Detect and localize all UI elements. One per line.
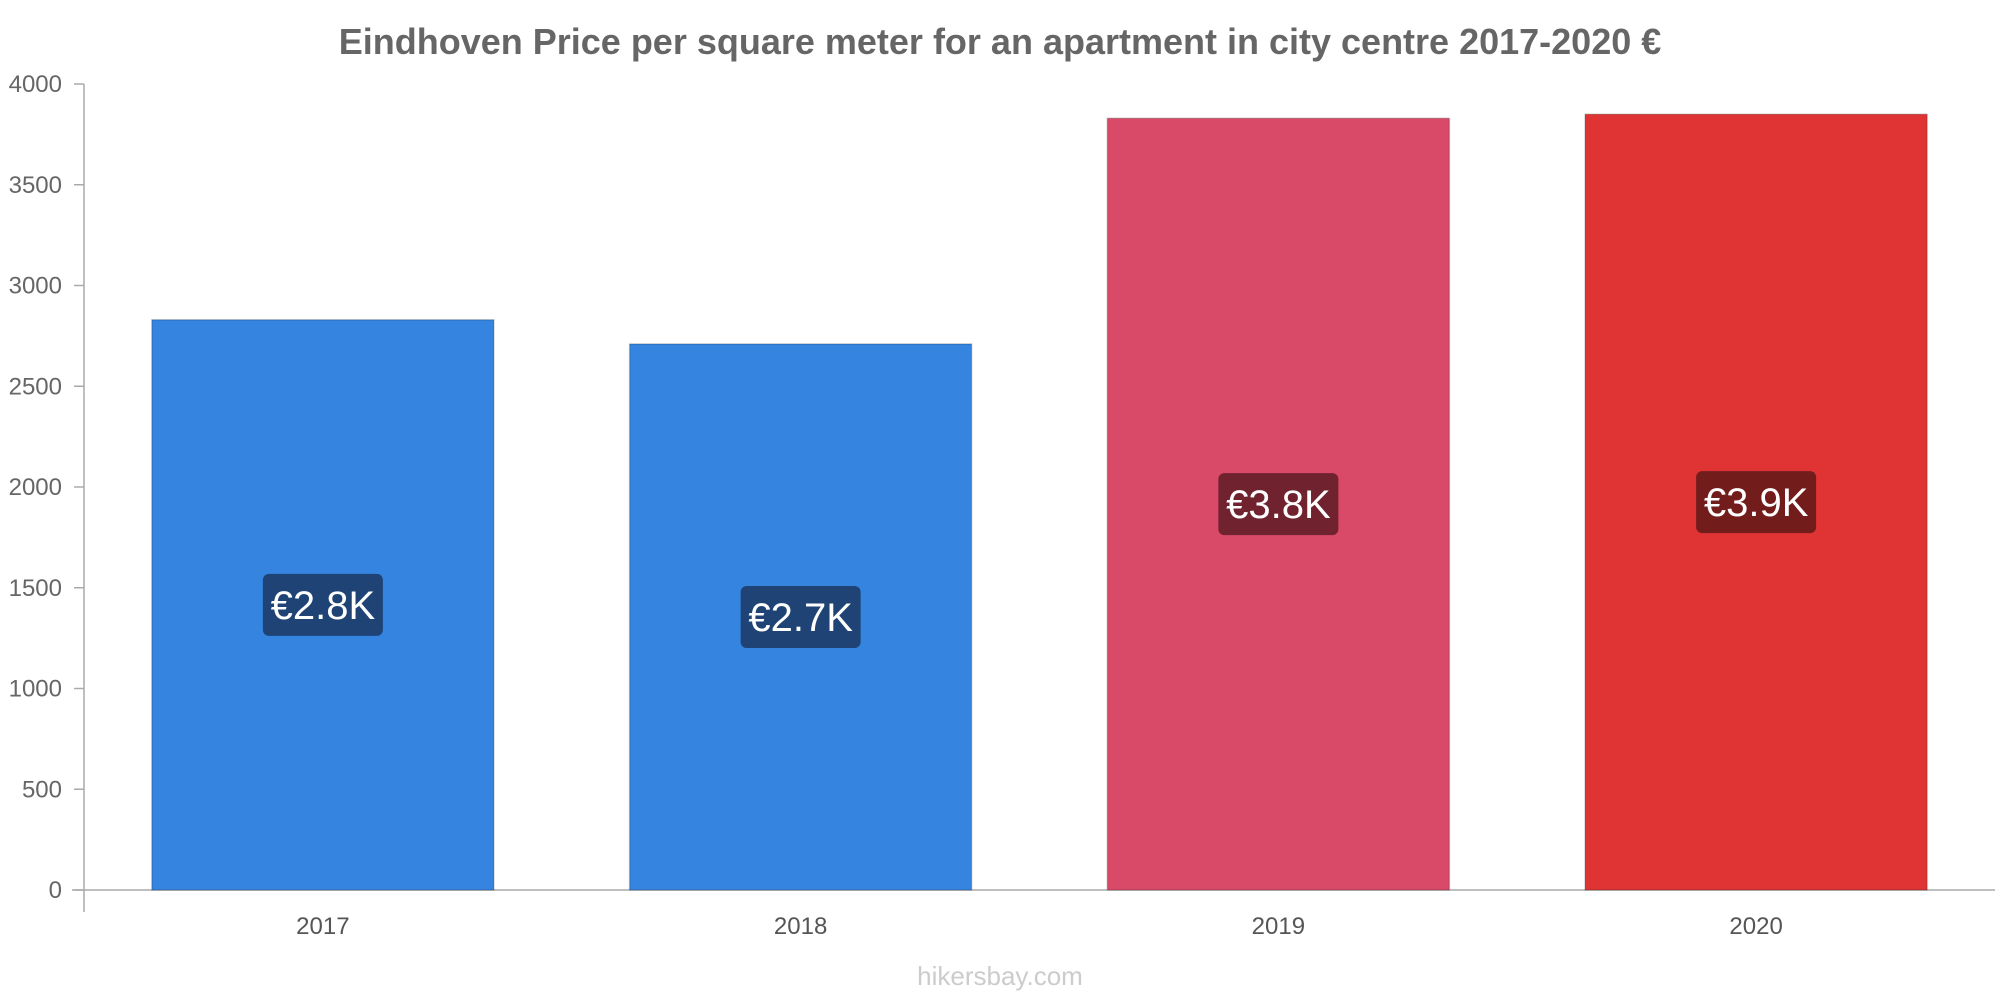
y-tick-label: 500	[22, 776, 62, 803]
data-label: €3.9K	[1704, 481, 1809, 525]
data-label-badge	[1696, 471, 1817, 534]
data-label: €2.7K	[748, 596, 853, 640]
y-tick-label: 3500	[9, 172, 62, 199]
data-label: €3.8K	[1226, 483, 1331, 527]
data-labels: €2.8K €2.7K €3.8K €3.9K	[262, 471, 1817, 648]
data-label: €2.8K	[271, 584, 376, 628]
x-tick-label: 2017	[296, 913, 349, 940]
axes: 0 500 1000 1500 2000 2500 3000 3500 4000 2017 2018…	[9, 71, 1995, 940]
y-tick-label: 0	[49, 877, 62, 904]
y-tick-label: 3000	[9, 273, 62, 300]
y-tick-label: 4000	[9, 71, 62, 98]
y-tick-label: 2500	[9, 373, 62, 400]
data-label-badge	[740, 585, 861, 648]
bars	[151, 113, 1928, 891]
x-tick-label: 2019	[1252, 913, 1305, 940]
y-tick-label: 2000	[9, 474, 62, 501]
data-label-badge	[1218, 473, 1339, 536]
data-label-badge	[262, 573, 383, 636]
x-tick-label: 2018	[774, 913, 827, 940]
y-tick-label: 1500	[9, 575, 62, 602]
x-tick-label: 2020	[1729, 913, 1782, 940]
y-tick-label: 1000	[9, 676, 62, 703]
watermark-credit: hikersbay.com	[917, 961, 1083, 991]
chart-title: Eindhoven Price per square meter for an …	[339, 21, 1662, 62]
